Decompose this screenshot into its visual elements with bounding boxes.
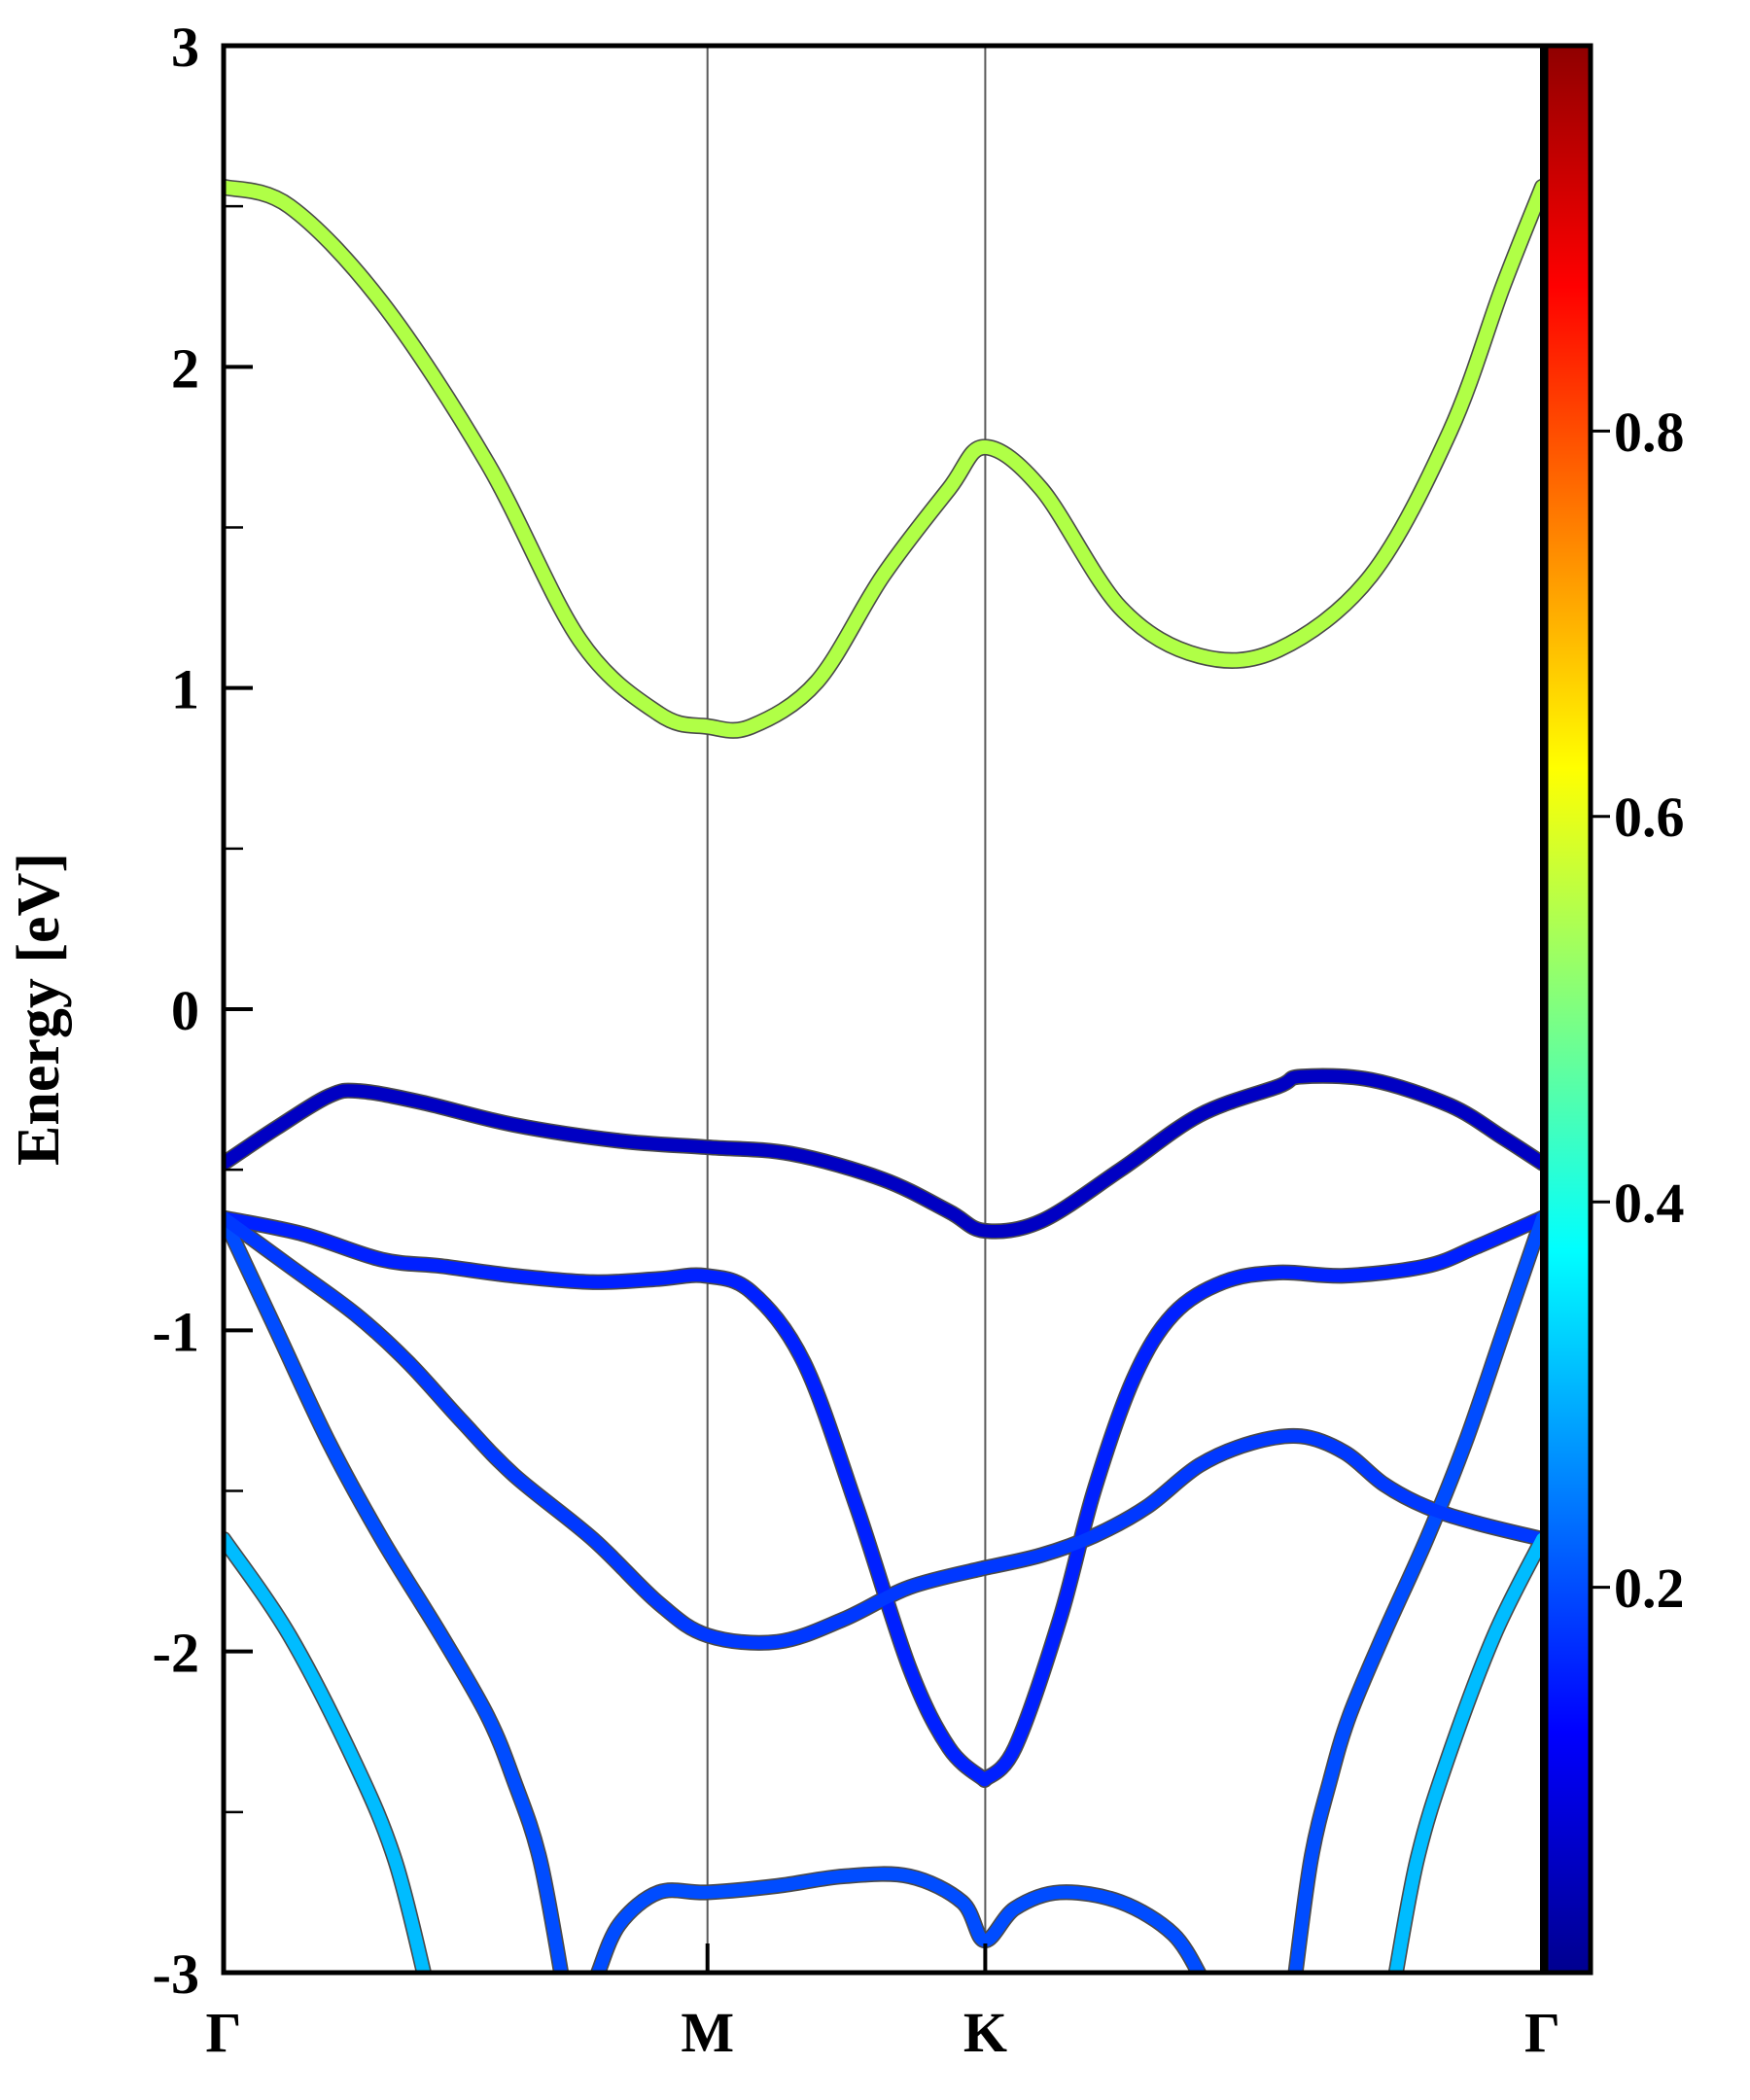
svg-text:3: 3 [171, 16, 199, 79]
svg-text:1: 1 [171, 658, 199, 721]
svg-text:M: M [681, 2001, 734, 2064]
svg-text:0: 0 [171, 979, 199, 1042]
svg-text:-3: -3 [153, 1942, 199, 2006]
svg-text:0.4: 0.4 [1614, 1172, 1685, 1235]
svg-text:K: K [963, 2001, 1007, 2064]
svg-text:-2: -2 [153, 1622, 199, 1685]
svg-text:2: 2 [171, 336, 199, 400]
svg-text:Energy [eV]: Energy [eV] [6, 853, 72, 1166]
svg-text:Γ: Γ [1524, 2001, 1560, 2064]
svg-text:0.2: 0.2 [1614, 1557, 1685, 1620]
svg-text:0.6: 0.6 [1614, 786, 1685, 849]
svg-text:0.8: 0.8 [1614, 401, 1685, 464]
svg-text:Γ: Γ [206, 2001, 242, 2064]
svg-text:-1: -1 [153, 1300, 199, 1363]
